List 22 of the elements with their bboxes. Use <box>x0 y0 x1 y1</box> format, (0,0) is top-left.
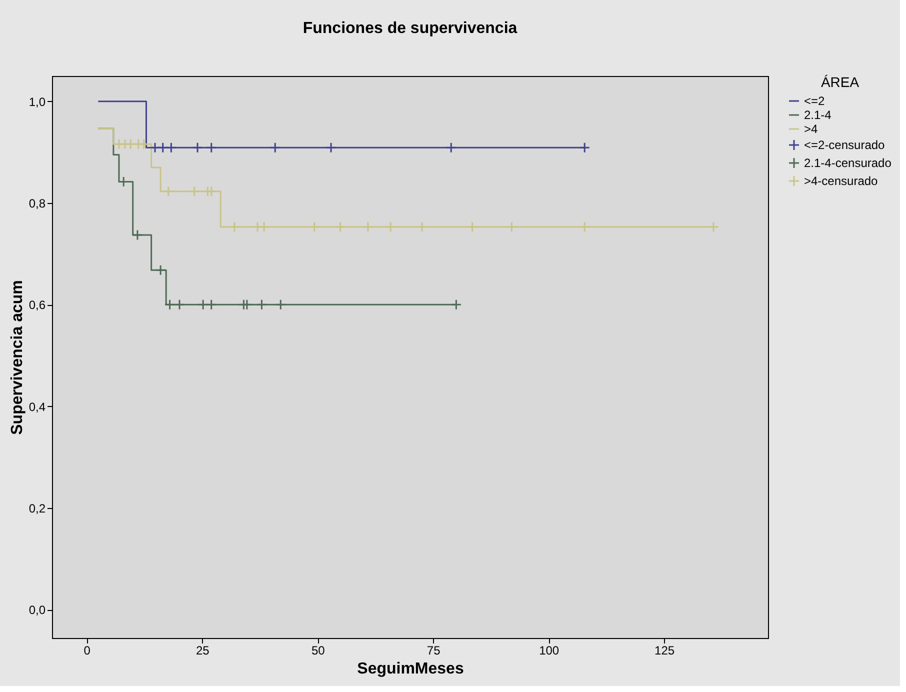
legend-label: >4-censurado <box>804 174 878 188</box>
y-axis-title: Supervivencia acum <box>8 280 26 435</box>
legend-label: <=2 <box>804 94 826 108</box>
x-tick-label: 50 <box>311 644 326 658</box>
x-tick-label: 0 <box>84 644 91 658</box>
legend-label: <=2-censurado <box>804 138 886 152</box>
y-tick-label: 0,6 <box>28 298 46 312</box>
x-tick-label: 100 <box>539 644 560 658</box>
y-tick-label: 1,0 <box>28 94 46 109</box>
legend-label: >4 <box>804 122 818 136</box>
x-tick-label: 25 <box>196 644 210 658</box>
y-tick-label: 0,8 <box>28 196 46 211</box>
y-tick-label: 0,0 <box>28 603 46 618</box>
legend-label: 2.1-4-censurado <box>804 156 892 170</box>
y-tick-label: 0,2 <box>28 501 46 516</box>
x-axis-title: SeguimMeses <box>357 660 464 678</box>
legend-title: ÁREA <box>820 74 860 90</box>
y-tick-label: 0,4 <box>28 400 46 414</box>
chart-title: Funciones de supervivencia <box>302 20 518 37</box>
legend-label: 2.1-4 <box>804 108 832 122</box>
x-tick-label: 75 <box>426 644 441 658</box>
x-tick-label: 125 <box>654 644 675 658</box>
